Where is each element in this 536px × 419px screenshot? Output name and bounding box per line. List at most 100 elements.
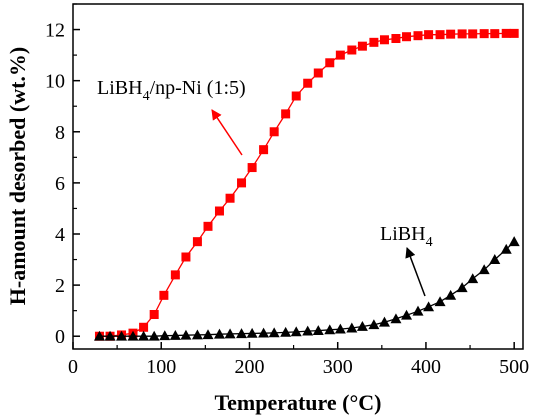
series-0-point-17 [281, 109, 291, 119]
series-0-point-31 [435, 30, 445, 40]
plot-area [72, 3, 524, 350]
series-0-point-10 [203, 221, 213, 231]
annotation-label-libh4-main: LiBH [380, 223, 426, 245]
series-0-point-6 [159, 290, 169, 300]
annotation-label-libh4-sub: 4 [426, 235, 433, 250]
series-1-point-30 [423, 301, 435, 312]
annotation-label-ni-sub: 4 [143, 89, 150, 104]
series-0-point-23 [347, 45, 357, 55]
series-1-point-28 [401, 309, 413, 320]
series-1-point-29 [412, 305, 424, 316]
x-tick-label-1: 100 [146, 356, 176, 378]
annotation-label-libh4: LiBH4 [380, 223, 433, 250]
series-0-point-16 [269, 127, 279, 137]
y-tick-label-5: 10 [45, 71, 65, 93]
series-0-point-33 [457, 29, 467, 39]
series-1-point-35 [478, 264, 490, 275]
y-axis-title: H-amount desorbed (wt.%) [5, 47, 30, 306]
series-0-point-19 [303, 78, 313, 88]
series-0-point-36 [490, 29, 500, 39]
y-tick-label-4: 8 [55, 122, 65, 144]
series-0-point-22 [335, 50, 345, 60]
series-0-point-13 [237, 178, 247, 188]
series-0-point-34 [468, 29, 478, 39]
annotation-arrow-ni [211, 109, 243, 156]
series-1-point-16 [268, 327, 280, 338]
y-tick-label-1: 2 [55, 275, 65, 297]
series-1-point-34 [467, 273, 479, 284]
annotation-label-ni: LiBH4/np-Ni (1:5) [97, 77, 246, 104]
tick-layer: 0 100 200 300 400 500 0 2 4 6 8 10 12 [45, 3, 529, 378]
series-1-point-10 [202, 329, 214, 340]
series-1-point-15 [258, 327, 270, 338]
series-1-point-22 [334, 323, 346, 334]
series-0-point-35 [479, 29, 489, 39]
series-0-point-15 [259, 145, 269, 155]
series-1-point-7 [169, 329, 181, 340]
series-0-point-11 [214, 206, 224, 216]
series-1-point-23 [346, 322, 358, 333]
plot-frame [72, 3, 524, 350]
series-0-point-4 [139, 322, 149, 332]
series-1-point-20 [312, 325, 324, 335]
series-1-point-0 [93, 330, 105, 341]
series-0-point-8 [181, 252, 191, 262]
series-1-point-25 [368, 319, 380, 330]
y-tick-label-0: 0 [55, 326, 65, 348]
series-1-point-5 [148, 330, 160, 341]
series-1-point-21 [324, 324, 336, 335]
series-0-point-7 [170, 270, 180, 280]
series-1-point-37 [500, 243, 512, 254]
series-0-point-37 [501, 28, 511, 38]
series-0-point-12 [225, 193, 235, 203]
x-tick-label-2: 200 [234, 356, 264, 378]
series-1-point-32 [445, 289, 457, 300]
series-1-point-24 [356, 321, 368, 331]
series-0-point-18 [291, 91, 301, 101]
series-1-point-2 [116, 330, 128, 341]
series-1-point-13 [236, 328, 248, 339]
series-0-point-26 [379, 35, 389, 45]
annotation-label-ni-tail: /np-Ni (1:5) [150, 77, 246, 99]
x-tick-label-4: 400 [411, 356, 441, 378]
series-1-point-19 [302, 325, 314, 336]
series-0-point-5 [149, 310, 159, 319]
series-0-point-24 [357, 41, 367, 51]
series-1-point-8 [180, 329, 192, 340]
series-0-point-28 [402, 32, 412, 42]
y-tick-label-2: 4 [55, 224, 65, 246]
series-1-point-9 [191, 329, 203, 340]
series-1-point-31 [434, 296, 446, 307]
series-0-point-29 [413, 31, 423, 41]
series-0-point-30 [424, 30, 434, 40]
series-0-point-14 [247, 163, 257, 173]
series-1-point-26 [378, 316, 390, 327]
series-1-point-4 [138, 330, 150, 341]
x-tick-label-5: 500 [499, 356, 529, 378]
series-0-point-32 [446, 29, 456, 39]
series-1-point-27 [390, 313, 402, 324]
series-1-point-18 [290, 326, 302, 337]
x-tick-label-0: 0 [68, 356, 78, 378]
series-0-point-21 [325, 58, 335, 68]
series-1-point-12 [224, 328, 236, 339]
series-1-point-33 [456, 282, 468, 293]
series-1-point-17 [280, 326, 292, 337]
series-0-point-27 [391, 34, 401, 43]
y-tick-label-3: 6 [55, 173, 65, 195]
series-1-point-6 [159, 330, 171, 341]
series-0-point-38 [509, 28, 519, 38]
series-1-point-36 [489, 254, 501, 264]
series-1-point-1 [104, 330, 116, 341]
series-1-point-11 [213, 328, 225, 339]
x-axis-title: Temperature (°C) [214, 390, 381, 415]
series-0-point-25 [369, 37, 379, 47]
series-1-point-38 [508, 236, 520, 247]
series-line-1 [99, 241, 515, 337]
series-1-point-3 [127, 330, 139, 341]
series-0-point-20 [313, 68, 323, 78]
series-1-point-14 [246, 327, 258, 338]
annotation-label-ni-main: LiBH [97, 77, 143, 99]
annotation-arrow-libh4 [405, 247, 426, 297]
